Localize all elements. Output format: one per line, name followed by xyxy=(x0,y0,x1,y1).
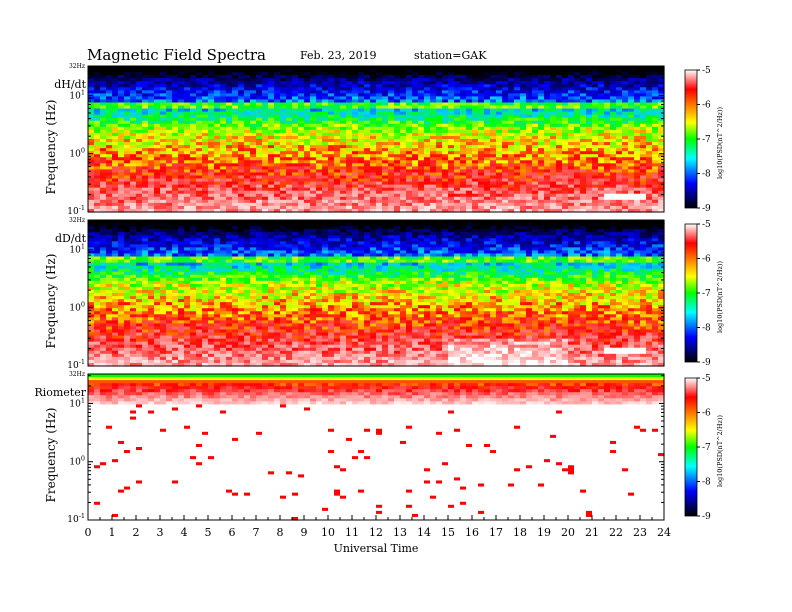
panel-frame-3 xyxy=(87,373,665,521)
colorbar-1 xyxy=(684,69,698,209)
spectrogram-panel-1 xyxy=(88,66,665,213)
panel-frame-2 xyxy=(87,219,665,367)
x-tick-label: 4 xyxy=(181,526,188,539)
colorbar-tick-label: -9 xyxy=(702,512,711,522)
colorbar-tick-label: -6 xyxy=(702,409,711,419)
colorbar-tick-label: -5 xyxy=(702,66,711,76)
colorbar-tick-label: -6 xyxy=(702,255,711,265)
x-tick-label: 8 xyxy=(277,526,284,539)
spectrogram-panel-3 xyxy=(88,374,665,521)
x-tick-label: 1 xyxy=(109,526,116,539)
y-tick-label: 10-1 xyxy=(67,358,85,371)
chart-title: Magnetic Field Spectra xyxy=(87,46,266,64)
panel-label: dD/dt xyxy=(55,232,87,245)
x-tick-label: 3 xyxy=(157,526,164,539)
colorbar-tick-label: -9 xyxy=(702,358,711,368)
panel-label: Riometer xyxy=(34,386,86,399)
x-tick-label: 16 xyxy=(465,526,479,539)
y-tick-label-top: 32Hz xyxy=(69,217,85,224)
panel-label: dH/dt xyxy=(54,78,86,91)
x-tick-label: 5 xyxy=(205,526,212,539)
spectrogram-panel-2 xyxy=(88,220,665,367)
station-label: station=GAK xyxy=(414,49,487,62)
colorbar-label: log10(PSD(nT^2/Hz)) xyxy=(716,261,724,333)
x-tick-label: 0 xyxy=(85,526,92,539)
colorbar-tick-label: -8 xyxy=(702,170,711,180)
y-axis-label: Frequency (Hz) xyxy=(44,254,58,349)
x-tick-label: 12 xyxy=(369,526,383,539)
x-tick-label: 22 xyxy=(609,526,623,539)
x-tick-label: 9 xyxy=(301,526,308,539)
colorbar-3 xyxy=(684,377,698,517)
x-tick-label: 18 xyxy=(513,526,527,539)
y-axis-label: Frequency (Hz) xyxy=(44,408,58,503)
y-tick-label: 101 xyxy=(69,88,85,101)
colorbar-tick-label: -5 xyxy=(702,374,711,384)
colorbar-tick-label: -8 xyxy=(702,324,711,334)
y-tick-label: 101 xyxy=(69,242,85,255)
x-tick-label: 19 xyxy=(537,526,551,539)
x-tick-label: 23 xyxy=(633,526,647,539)
y-tick-label-top: 32Hz xyxy=(69,63,85,70)
x-axis-label: Universal Time xyxy=(334,542,419,555)
panel-frame-1 xyxy=(87,65,665,213)
x-tick-label: 20 xyxy=(561,526,575,539)
colorbar-label: log10(PSD(nT^2/Hz)) xyxy=(716,415,724,487)
x-tick-label: 10 xyxy=(321,526,335,539)
colorbar-2 xyxy=(684,223,698,363)
x-tick-label: 2 xyxy=(133,526,140,539)
y-tick-label: 100 xyxy=(69,147,85,160)
x-tick-label: 14 xyxy=(417,526,431,539)
y-tick-label: 101 xyxy=(69,396,85,409)
x-tick-label: 17 xyxy=(489,526,503,539)
colorbar-tick-label: -8 xyxy=(702,478,711,488)
y-tick-label: 100 xyxy=(69,455,85,468)
x-tick-label: 6 xyxy=(229,526,236,539)
x-tick-label: 11 xyxy=(345,526,359,539)
y-tick-label: 10-1 xyxy=(67,512,85,525)
x-tick-label: 13 xyxy=(393,526,407,539)
date-label: Feb. 23, 2019 xyxy=(300,49,377,62)
x-tick-label: 7 xyxy=(253,526,260,539)
colorbar-tick-label: -6 xyxy=(702,101,711,111)
colorbar-tick-label: -7 xyxy=(702,289,711,299)
x-tick-label: 21 xyxy=(585,526,599,539)
x-tick-label: 24 xyxy=(657,526,671,539)
y-axis-label: Frequency (Hz) xyxy=(44,100,58,195)
colorbar-tick-label: -9 xyxy=(702,204,711,214)
y-tick-label: 100 xyxy=(69,301,85,314)
y-tick-label-top: 32Hz xyxy=(69,371,85,378)
y-tick-label: 10-1 xyxy=(67,204,85,217)
x-tick-label: 15 xyxy=(441,526,455,539)
colorbar-tick-label: -5 xyxy=(702,220,711,230)
colorbar-tick-label: -7 xyxy=(702,443,711,453)
colorbar-tick-label: -7 xyxy=(702,135,711,145)
colorbar-label: log10(PSD(nT^2/Hz)) xyxy=(716,107,724,179)
